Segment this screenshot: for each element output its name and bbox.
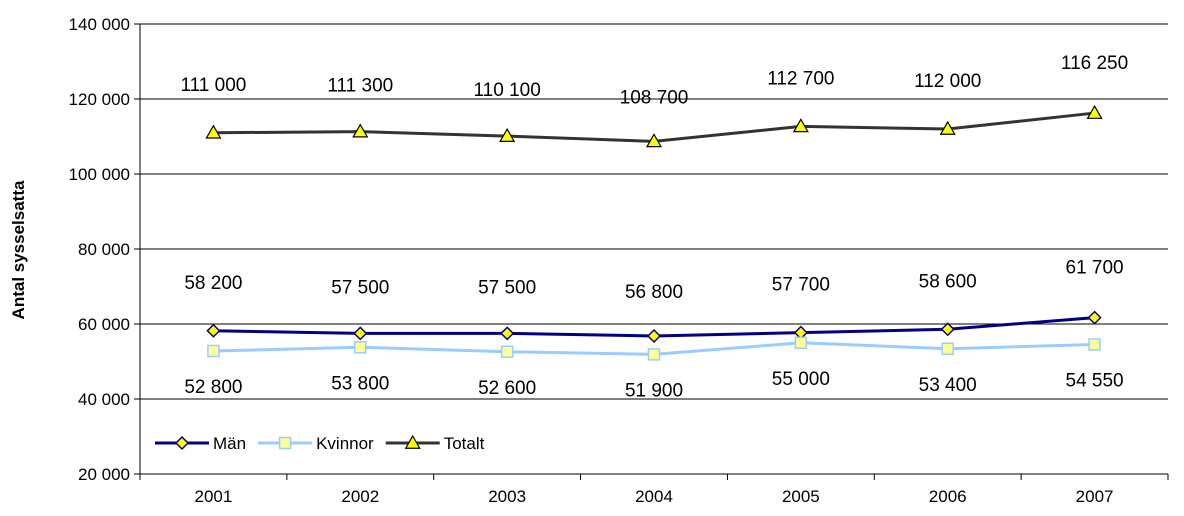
y-tick-label: 100 000 (69, 165, 130, 184)
data-point (1087, 310, 1102, 325)
legend: Män Kvinnor Totalt (155, 434, 485, 453)
legend-marker (174, 435, 190, 451)
data-point (940, 322, 955, 337)
y-tick-label: 20 000 (78, 465, 130, 484)
data-label: 54 550 (1066, 370, 1124, 391)
data-point (354, 341, 367, 354)
data-label: 53 400 (919, 375, 977, 396)
y-tick-label: 40 000 (78, 390, 130, 409)
legend-item: Totalt (385, 434, 485, 453)
data-point (205, 124, 222, 139)
data-label: 111 000 (180, 75, 246, 96)
y-tick-label: 80 000 (78, 240, 130, 259)
data-label: 52 800 (184, 377, 242, 398)
series-totalt (205, 104, 1103, 148)
data-point (500, 326, 515, 341)
x-tick-label: 2002 (341, 487, 379, 506)
data-labels: 58 200 57 500 57 500 56 800 57 700 58 600 61 7… (180, 53, 1128, 401)
legend-marker (404, 434, 421, 449)
data-label: 53 800 (331, 373, 389, 394)
data-point (1088, 338, 1101, 351)
legend-item: Kvinnor (258, 434, 374, 453)
y-axis-ticks: 20 000 40 000 60 000 80 000 100 000 120 000 14… (69, 15, 140, 484)
data-point (206, 323, 221, 338)
data-point (352, 123, 369, 138)
data-point (499, 127, 516, 142)
data-point (939, 120, 956, 135)
data-label: 51 900 (625, 380, 683, 401)
legend-label: Kvinnor (316, 434, 374, 453)
data-point (792, 118, 809, 133)
x-tick-label: 2003 (488, 487, 526, 506)
legend-marker (278, 436, 292, 450)
data-label: 55 000 (772, 369, 830, 390)
legend-item: Män (155, 434, 246, 453)
data-label: 61 700 (1066, 258, 1124, 279)
data-label: 57 500 (331, 277, 389, 298)
x-tick-label: 2001 (195, 487, 233, 506)
x-tick-label: 2007 (1076, 487, 1114, 506)
series-layer (205, 104, 1103, 361)
y-tick-label: 60 000 (78, 315, 130, 334)
x-tick-label: 2004 (635, 487, 673, 506)
legend-label: Män (213, 434, 246, 453)
x-axis-ticks: 2001 2002 2003 2004 2005 2006 2007 (139, 474, 1169, 506)
data-label: 58 200 (184, 273, 242, 294)
data-point (794, 336, 808, 349)
data-label: 58 600 (919, 271, 977, 292)
data-label: 112 700 (767, 68, 834, 89)
data-label: 116 250 (1061, 53, 1128, 74)
y-tick-label: 140 000 (69, 15, 130, 34)
data-label: 52 600 (478, 378, 536, 399)
data-point (645, 133, 663, 148)
y-axis-title: Antal sysselsatta (9, 180, 28, 319)
x-tick-label: 2005 (782, 487, 820, 506)
data-label: 57 700 (772, 275, 830, 296)
data-point (941, 342, 954, 355)
data-label: 108 700 (620, 87, 689, 108)
data-point (353, 326, 368, 341)
data-point (647, 348, 661, 361)
data-label: 56 800 (625, 282, 683, 303)
data-label: 57 500 (478, 277, 536, 298)
data-point (1086, 104, 1103, 119)
series-m-n (206, 310, 1102, 344)
data-point (646, 328, 662, 344)
data-point (207, 344, 220, 358)
x-tick-label: 2006 (929, 487, 967, 506)
gridlines (140, 23, 1168, 400)
data-point (500, 345, 514, 358)
data-label: 111 300 (327, 76, 393, 97)
legend-label: Totalt (444, 434, 485, 453)
data-label: 112 000 (914, 71, 981, 92)
y-tick-label: 120 000 (69, 90, 130, 109)
data-label: 110 100 (474, 80, 541, 101)
series-kvinnor (207, 336, 1101, 361)
